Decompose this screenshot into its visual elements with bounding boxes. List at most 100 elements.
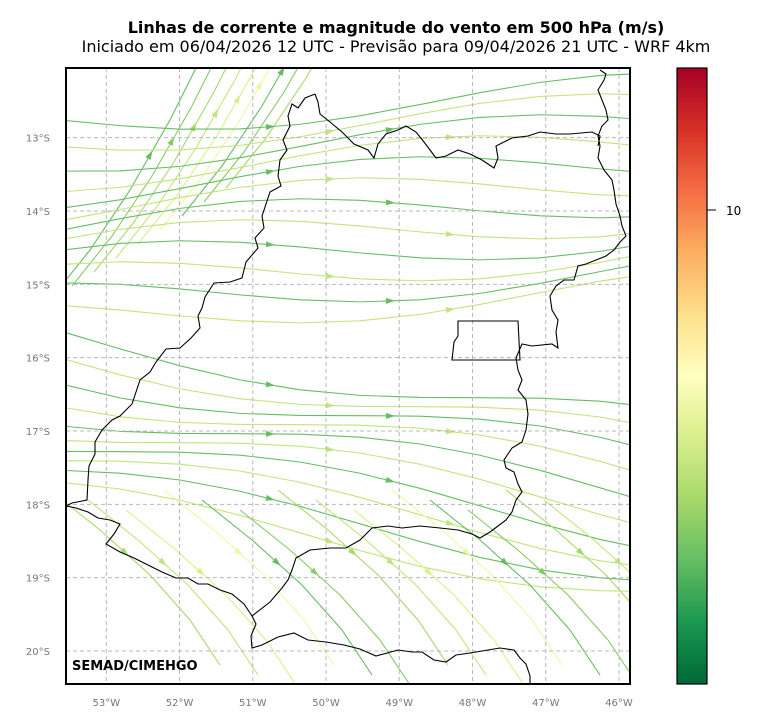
goias-east-border [251, 69, 627, 617]
streamline-arrow [265, 430, 275, 437]
streamline-arrow [614, 557, 623, 566]
lat-tick-label: 16°S [26, 354, 50, 365]
streamline-arrow [576, 547, 585, 556]
lat-tick-label: 15°S [26, 280, 50, 291]
streamline [429, 499, 601, 676]
streamline [66, 240, 630, 261]
streamline [505, 489, 630, 603]
chart-subtitle: Iniciado em 06/04/2026 12 UTC - Previsão… [81, 37, 711, 56]
streamline-arrow [325, 176, 335, 183]
streamline-arrow [445, 307, 455, 314]
streamline [66, 255, 630, 282]
streamline-arrow [299, 53, 306, 62]
streamline [239, 509, 410, 684]
streamline [66, 407, 630, 471]
streamline [66, 502, 221, 666]
streamline-arrow [234, 547, 243, 556]
streamline-arrow [272, 557, 281, 566]
lat-tick-label: 14°S [26, 207, 50, 218]
lon-tick-label: 53°W [92, 698, 120, 709]
tocantins-border [314, 93, 601, 169]
axis-ticks: 53°W 52°W 51°W 50°W 49°W 48°W 47°W 46°W 13°S 14°S… [26, 134, 633, 709]
streamline-arrow [145, 150, 153, 160]
streamline-arrow [211, 108, 219, 118]
streamline-arrow [255, 80, 263, 90]
streamline-arrow [325, 402, 335, 409]
streamline-arrow [189, 122, 197, 132]
streamline-arrow [445, 519, 455, 526]
chart-title: Linhas de corrente e magnitude do vento … [127, 18, 665, 37]
credit-label: SEMAD/CIMEHGO [72, 659, 198, 674]
streamline [353, 509, 524, 684]
streamline-arrow [500, 557, 509, 566]
streamline-arrow [445, 134, 455, 141]
streamline [203, 68, 299, 203]
state-borders [66, 69, 627, 684]
map-area [66, 39, 630, 684]
streamline-arrow [385, 476, 395, 483]
lat-tick-label: 17°S [26, 427, 50, 438]
streamline [66, 219, 630, 240]
streamline [66, 276, 630, 324]
colorbar-tick-label: 10 [726, 204, 741, 218]
streamline [315, 499, 487, 676]
streamline [66, 177, 630, 221]
streamline-arrow [325, 273, 335, 280]
streamline-arrow [233, 94, 241, 104]
streamline [66, 425, 630, 498]
streamline [277, 489, 449, 666]
streamline [66, 440, 630, 524]
streamline [66, 73, 630, 130]
streamline-arrow [385, 412, 395, 419]
gridlines-layer [66, 68, 630, 684]
lat-tick-label: 20°S [26, 647, 50, 658]
streamline-arrow [348, 547, 357, 556]
colorbar [676, 67, 708, 685]
lon-tick-label: 50°W [312, 698, 340, 709]
streamline [543, 499, 630, 574]
streamline-arrow [321, 39, 328, 48]
lat-tick-label: 18°S [26, 500, 50, 511]
streamline-arrow [445, 428, 455, 435]
streamline-arrow [325, 128, 335, 135]
lon-tick-label: 52°W [166, 698, 194, 709]
streamline [201, 499, 373, 676]
federal-district-border [451, 320, 521, 361]
streamline [115, 68, 242, 259]
streamline [137, 68, 257, 245]
streamline-arrow [277, 68, 285, 76]
lon-tick-label: 51°W [239, 698, 267, 709]
streamline [391, 489, 563, 666]
streamline-arrow [265, 169, 275, 176]
streamline-arrow [265, 123, 275, 130]
streamline-arrow [386, 557, 395, 566]
map-frame [65, 67, 631, 685]
streamline-arrow [158, 557, 167, 566]
streamline-arrow [445, 231, 455, 238]
lon-tick-label: 46°W [605, 698, 633, 709]
goias-state-border [66, 93, 531, 684]
streamline [66, 358, 630, 424]
streamline [93, 68, 227, 273]
streamline-arrow [120, 547, 129, 556]
streamline-arrow [462, 547, 471, 556]
streamline [66, 265, 630, 303]
streamline-arrow [424, 567, 433, 576]
streamline-arrow [325, 446, 335, 453]
streamline-arrow [310, 567, 319, 576]
streamlines-layer [66, 39, 630, 684]
streamline [66, 384, 630, 446]
streamline-arrow [385, 199, 395, 206]
streamline [66, 198, 630, 230]
streamline-arrow [325, 537, 335, 544]
streamline-arrow [538, 567, 547, 576]
lon-tick-label: 49°W [385, 698, 413, 709]
streamline [66, 93, 630, 151]
streamline-arrow [265, 494, 275, 501]
streamline [66, 450, 630, 547]
streamline [66, 469, 630, 581]
streamline-arrow [167, 136, 175, 146]
streamline [66, 114, 630, 172]
streamline [66, 332, 630, 406]
